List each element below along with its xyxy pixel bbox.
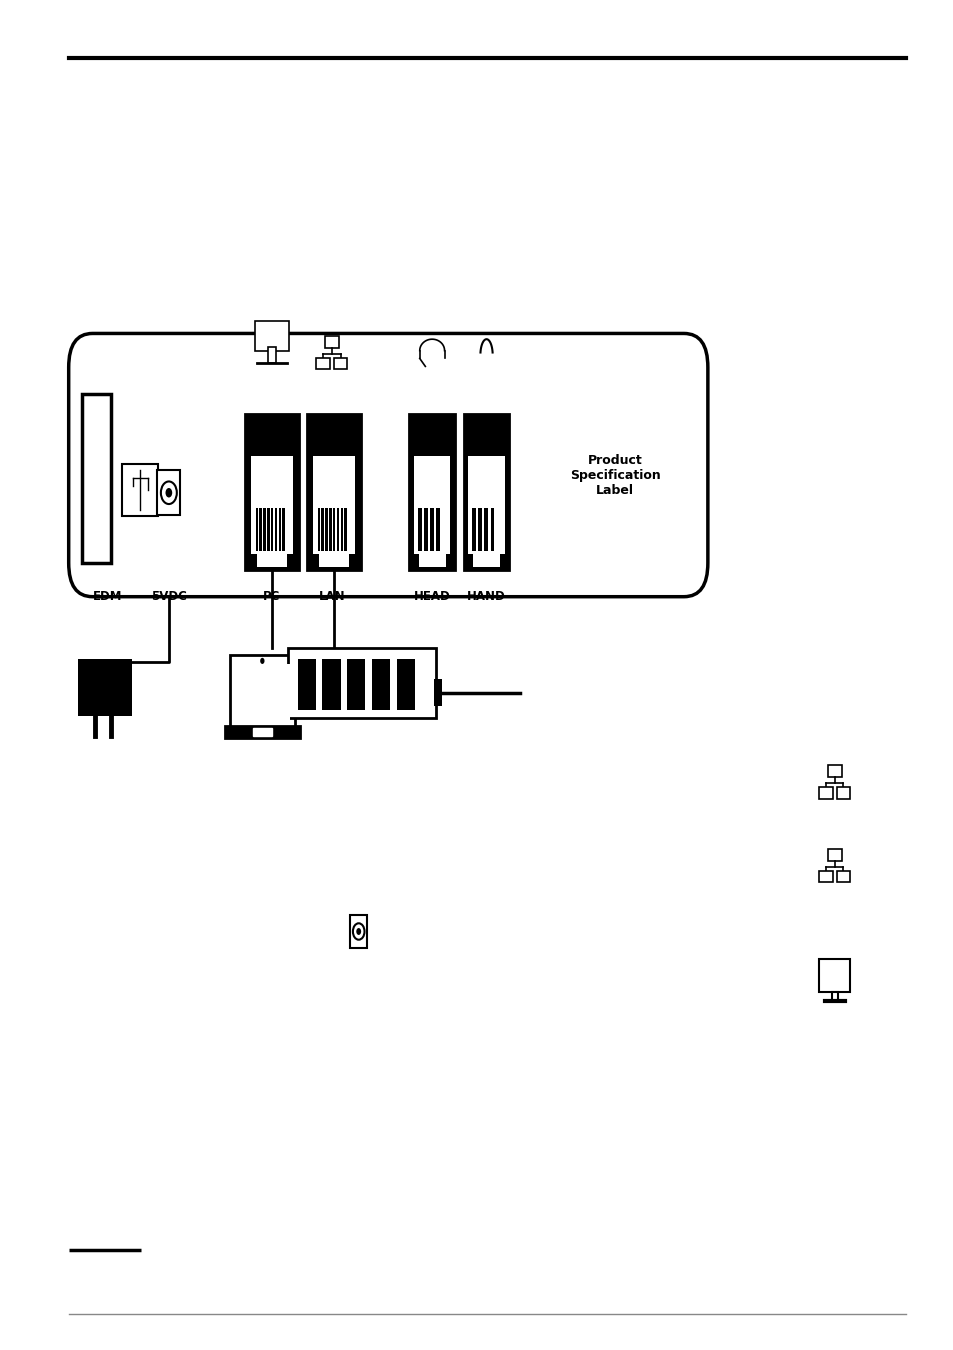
Text: PC: PC (263, 590, 280, 603)
Bar (82, 394, 111, 563)
Bar (409, 414, 455, 570)
Bar (827, 849, 841, 860)
Bar (490, 508, 494, 552)
Bar (325, 508, 328, 552)
Bar (271, 508, 274, 552)
Bar (418, 552, 445, 567)
Bar (282, 508, 285, 552)
Bar (836, 871, 849, 883)
Bar (307, 414, 360, 570)
Bar (325, 336, 338, 347)
Bar (372, 659, 390, 710)
Circle shape (161, 482, 176, 504)
Bar (477, 508, 481, 552)
Text: LAN: LAN (318, 590, 345, 603)
Bar (234, 664, 290, 721)
Bar (423, 508, 427, 552)
Bar (288, 648, 436, 718)
Bar (322, 659, 340, 710)
Bar (336, 508, 339, 552)
Bar (263, 508, 266, 552)
Bar (831, 992, 837, 1002)
Bar (274, 508, 277, 552)
Bar (122, 464, 158, 516)
Bar (819, 787, 832, 799)
Bar (329, 508, 332, 552)
Bar (340, 508, 343, 552)
Bar (334, 358, 347, 370)
Bar (827, 765, 841, 776)
Bar (484, 508, 488, 552)
Bar (317, 508, 320, 552)
Bar (333, 508, 335, 552)
Bar (468, 456, 504, 555)
Bar (819, 871, 832, 883)
Text: HEAD: HEAD (414, 590, 450, 603)
Bar (157, 470, 180, 516)
Text: Product
Specification
Label: Product Specification Label (569, 454, 660, 497)
Bar (278, 508, 281, 552)
Text: 5VDC: 5VDC (151, 590, 187, 603)
Bar (256, 552, 287, 567)
FancyBboxPatch shape (69, 333, 707, 597)
Bar (473, 552, 499, 567)
Bar (230, 655, 294, 726)
Bar (316, 358, 330, 370)
Bar (78, 659, 132, 716)
Bar (463, 414, 509, 570)
Bar (255, 508, 258, 552)
Bar (836, 787, 849, 799)
Bar (347, 659, 365, 710)
Circle shape (353, 923, 364, 940)
Bar (254, 321, 289, 351)
Bar (434, 679, 441, 706)
Bar (259, 508, 262, 552)
Bar (344, 508, 347, 552)
Bar (430, 508, 434, 552)
Bar (321, 508, 324, 552)
Bar (414, 456, 450, 555)
Bar (396, 659, 415, 710)
Bar (819, 960, 849, 992)
Bar (297, 659, 315, 710)
Text: EDM: EDM (93, 590, 122, 603)
Bar (313, 456, 355, 555)
Circle shape (260, 657, 264, 664)
Bar (318, 552, 349, 567)
Bar (436, 508, 439, 552)
Bar (245, 414, 298, 570)
Bar (268, 347, 275, 363)
Text: HAND: HAND (467, 590, 505, 603)
Bar (472, 508, 476, 552)
Circle shape (355, 927, 361, 936)
Bar (253, 728, 272, 736)
Bar (417, 508, 421, 552)
Bar (251, 456, 293, 555)
Bar (225, 726, 299, 738)
Bar (350, 915, 367, 948)
Circle shape (165, 487, 172, 498)
Bar (267, 508, 270, 552)
